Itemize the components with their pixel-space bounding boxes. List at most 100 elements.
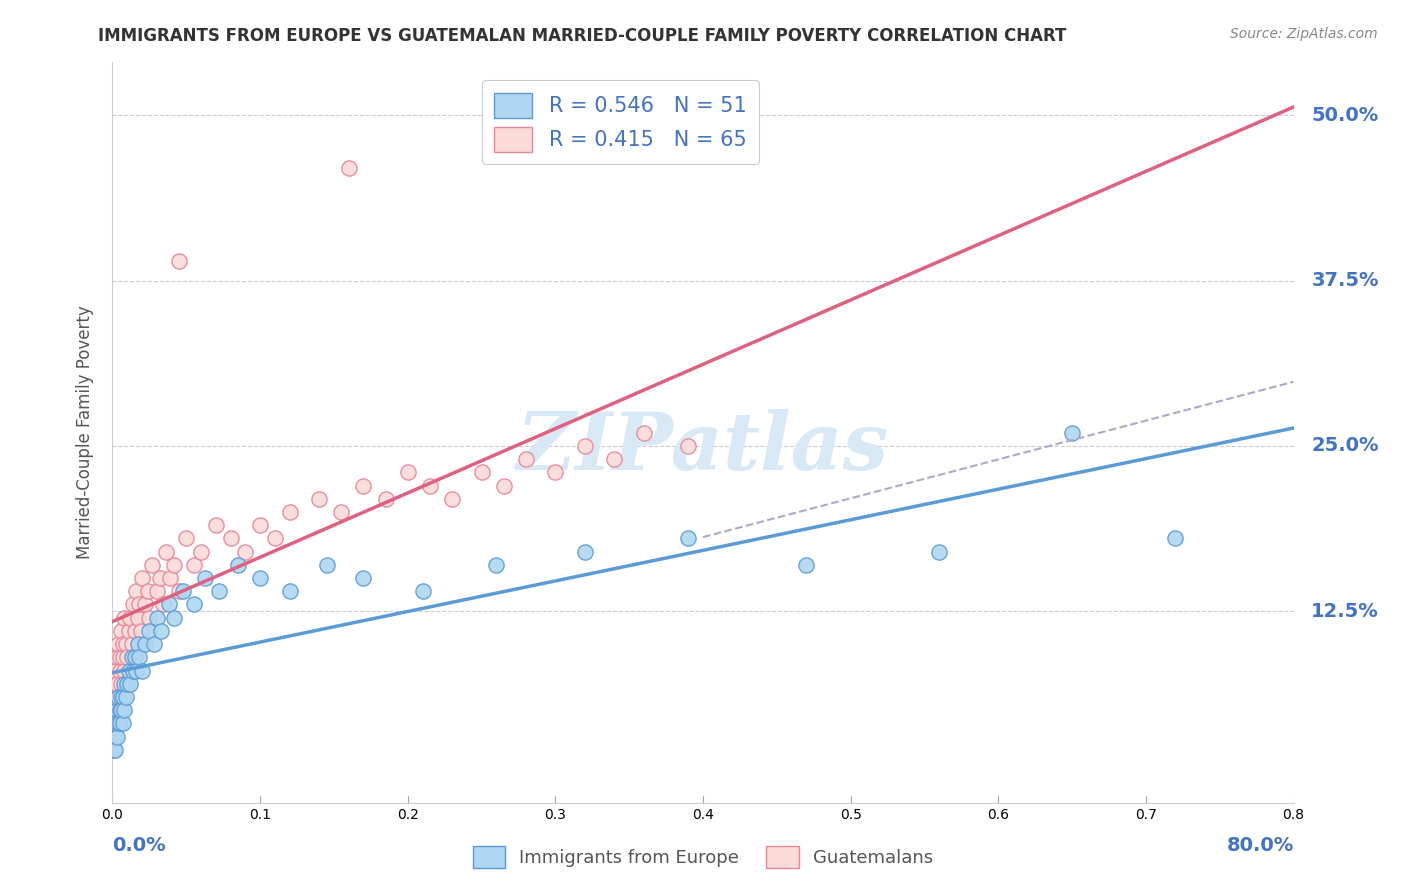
Point [441, 491, 464, 506]
Point [108, 703, 131, 717]
Point [110, 624, 132, 638]
Point [194, 571, 217, 585]
Point [103, 703, 125, 717]
Point [308, 491, 330, 506]
Point [112, 703, 135, 717]
Point [163, 558, 186, 572]
Text: 12.5%: 12.5% [1312, 601, 1379, 621]
Point [129, 624, 152, 638]
Point [278, 505, 301, 519]
Text: 50.0%: 50.0% [1312, 106, 1378, 125]
Y-axis label: Married-Couple Family Poverty: Married-Couple Family Poverty [76, 306, 94, 559]
Point [105, 703, 128, 717]
Point [111, 650, 134, 665]
Point [183, 598, 205, 612]
Point [174, 532, 197, 546]
Point [103, 730, 125, 744]
Point [114, 637, 136, 651]
Point [190, 544, 212, 558]
Point [574, 439, 596, 453]
Point [114, 690, 136, 704]
Point [330, 505, 353, 519]
Point [108, 664, 131, 678]
Point [110, 703, 132, 717]
Point [205, 518, 228, 533]
Point [183, 558, 205, 572]
Point [107, 716, 129, 731]
Point [157, 598, 180, 612]
Point [110, 677, 132, 691]
Point [105, 650, 128, 665]
Point [678, 532, 700, 546]
Point [107, 637, 129, 651]
Point [118, 624, 141, 638]
Point [104, 743, 127, 757]
Point [117, 650, 138, 665]
Point [138, 624, 160, 638]
Point [396, 465, 419, 479]
Point [138, 611, 160, 625]
Point [112, 611, 135, 625]
Point [103, 743, 125, 757]
Point [118, 664, 141, 678]
Point [928, 544, 950, 558]
Point [411, 584, 433, 599]
Legend: Immigrants from Europe, Guatemalans: Immigrants from Europe, Guatemalans [465, 838, 941, 875]
Point [470, 465, 494, 479]
Point [111, 716, 134, 731]
Point [574, 544, 596, 558]
Point [419, 478, 441, 492]
Point [142, 637, 165, 651]
Point [103, 677, 125, 691]
Text: 80.0%: 80.0% [1226, 836, 1294, 855]
Text: ZIPatlas: ZIPatlas [517, 409, 889, 486]
Point [159, 571, 181, 585]
Point [219, 532, 242, 546]
Point [111, 690, 134, 704]
Point [110, 690, 132, 704]
Point [128, 598, 150, 612]
Point [167, 584, 190, 599]
Point [208, 584, 231, 599]
Point [233, 544, 256, 558]
Point [149, 571, 172, 585]
Point [117, 677, 138, 691]
Point [108, 716, 131, 731]
Point [111, 637, 134, 651]
Point [163, 611, 186, 625]
Point [264, 532, 287, 546]
Point [141, 558, 163, 572]
Point [105, 677, 128, 691]
Point [226, 558, 249, 572]
Point [105, 730, 128, 744]
Point [134, 637, 156, 651]
Point [125, 664, 148, 678]
Point [124, 624, 146, 638]
Point [120, 677, 142, 691]
Point [167, 253, 190, 268]
Point [127, 611, 149, 625]
Point [485, 558, 508, 572]
Point [492, 478, 515, 492]
Point [249, 518, 271, 533]
Point [108, 650, 131, 665]
Point [150, 624, 173, 638]
Point [278, 584, 301, 599]
Point [603, 452, 626, 467]
Text: 25.0%: 25.0% [1312, 436, 1379, 455]
Point [172, 584, 194, 599]
Point [104, 664, 127, 678]
Point [152, 598, 174, 612]
Point [155, 544, 177, 558]
Point [112, 677, 135, 691]
Point [796, 558, 818, 572]
Point [146, 611, 169, 625]
Point [104, 716, 127, 731]
Text: 0.0%: 0.0% [112, 836, 166, 855]
Point [374, 491, 396, 506]
Point [337, 161, 360, 176]
Point [146, 584, 169, 599]
Point [104, 690, 127, 704]
Point [1062, 425, 1084, 440]
Point [131, 664, 153, 678]
